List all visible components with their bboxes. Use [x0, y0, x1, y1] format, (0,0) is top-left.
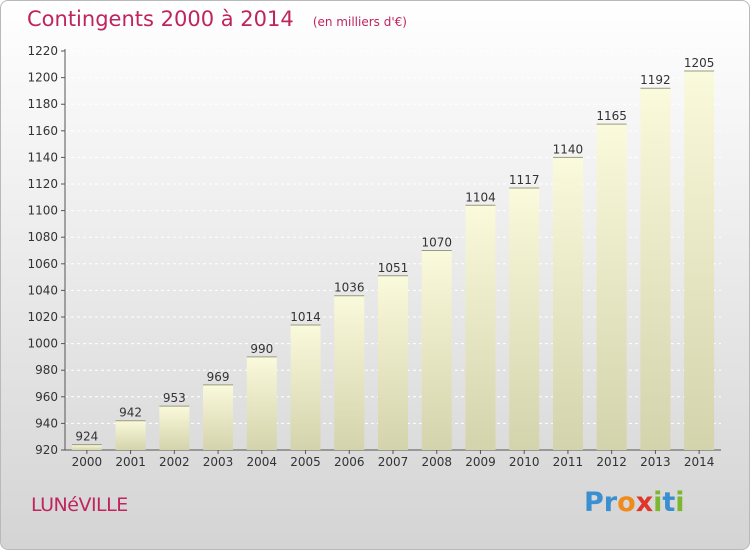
- bar: [596, 124, 627, 451]
- x-tick-label: 2009: [465, 455, 496, 469]
- x-tick-label: 2002: [159, 455, 190, 469]
- x-tick-label: 2010: [509, 455, 540, 469]
- bars: [71, 70, 715, 451]
- data-label: 1192: [640, 73, 671, 87]
- title-block: Contingents 2000 à 2014 (en milliers d'€…: [27, 7, 407, 31]
- bar: [509, 187, 540, 451]
- bar: [552, 157, 583, 450]
- y-tick-label: 1000: [27, 337, 58, 351]
- data-label: 1104: [465, 190, 496, 204]
- x-tick-label: 2001: [115, 455, 146, 469]
- x-tick-label: 2000: [72, 455, 103, 469]
- x-tick-label: 2004: [247, 455, 278, 469]
- y-tick-label: 1220: [27, 44, 58, 58]
- bar: [115, 420, 146, 450]
- y-tick-label: 980: [35, 363, 58, 377]
- town-name: LUNéVILLE: [31, 494, 128, 516]
- y-tick-label: 1100: [27, 204, 58, 218]
- y-tick-label: 1200: [27, 71, 58, 85]
- y-tick-label: 1140: [27, 150, 58, 164]
- data-labels: 924 942 953 969 990 1014 1036 1051 1070 1104 1117 1…: [75, 56, 714, 444]
- x-tick-label: 2007: [378, 455, 409, 469]
- bar: [334, 295, 365, 450]
- data-label: 990: [250, 342, 273, 356]
- proxiti-logo[interactable]: Proxiti: [584, 487, 685, 518]
- data-label: 1051: [378, 261, 409, 275]
- bar: [159, 406, 190, 450]
- data-label: 1140: [553, 142, 584, 156]
- bar: [640, 88, 671, 451]
- logo-letter: o: [617, 487, 636, 518]
- logo-letter: t: [662, 487, 676, 518]
- bar: [684, 70, 715, 450]
- y-tick-label: 1160: [27, 124, 58, 138]
- data-label: 1070: [421, 236, 452, 250]
- x-tick-label: 2013: [640, 455, 671, 469]
- data-label: 953: [163, 391, 186, 405]
- data-label: 1205: [684, 56, 715, 70]
- data-label: 1165: [596, 109, 627, 123]
- logo-letter: r: [603, 487, 618, 518]
- bar: [71, 444, 102, 450]
- x-tick-label: 2014: [684, 455, 715, 469]
- y-tick-label: 940: [35, 416, 58, 430]
- data-label: 1036: [334, 281, 365, 295]
- y-tick-label: 1180: [27, 97, 58, 111]
- y-tick-label: 1020: [27, 310, 58, 324]
- x-tick-label: 2003: [203, 455, 234, 469]
- y-tick-label: 920: [35, 443, 58, 457]
- bar: [465, 205, 496, 450]
- y-tick-label: 1060: [27, 257, 58, 271]
- x-tick-label: 2008: [421, 455, 452, 469]
- data-label: 969: [207, 370, 230, 384]
- y-tick-labels: 920 940 960 980 1000 1020 1040 1060 1080 1100 1120…: [27, 44, 58, 457]
- y-tick-label: 1040: [27, 283, 58, 297]
- bar: [421, 250, 452, 450]
- data-label: 1117: [509, 173, 540, 187]
- chart-title: Contingents 2000 à 2014: [27, 7, 294, 31]
- data-label: 942: [119, 406, 142, 420]
- y-tick-label: 1080: [27, 230, 58, 244]
- logo-letter: i: [653, 487, 663, 518]
- data-label: 1014: [290, 310, 321, 324]
- bar: [203, 384, 234, 450]
- logo-letter: i: [675, 487, 685, 518]
- x-tick-label: 2012: [596, 455, 627, 469]
- x-tick-labels: 2000 2001 2002 2003 2004 2005 2006 2007 2008 2009…: [72, 455, 715, 469]
- data-label: 924: [75, 430, 98, 444]
- chart-subtitle: (en milliers d'€): [312, 15, 407, 29]
- y-tick-label: 1120: [27, 177, 58, 191]
- bar: [290, 324, 321, 450]
- x-tick-label: 2006: [334, 455, 365, 469]
- bar: [378, 275, 408, 450]
- x-tick-label: 2011: [553, 455, 584, 469]
- logo-letter: P: [584, 487, 604, 518]
- y-tick-label: 960: [35, 390, 58, 404]
- logo-letter: x: [635, 487, 654, 518]
- x-tick-label: 2005: [290, 455, 321, 469]
- bar: [246, 356, 277, 450]
